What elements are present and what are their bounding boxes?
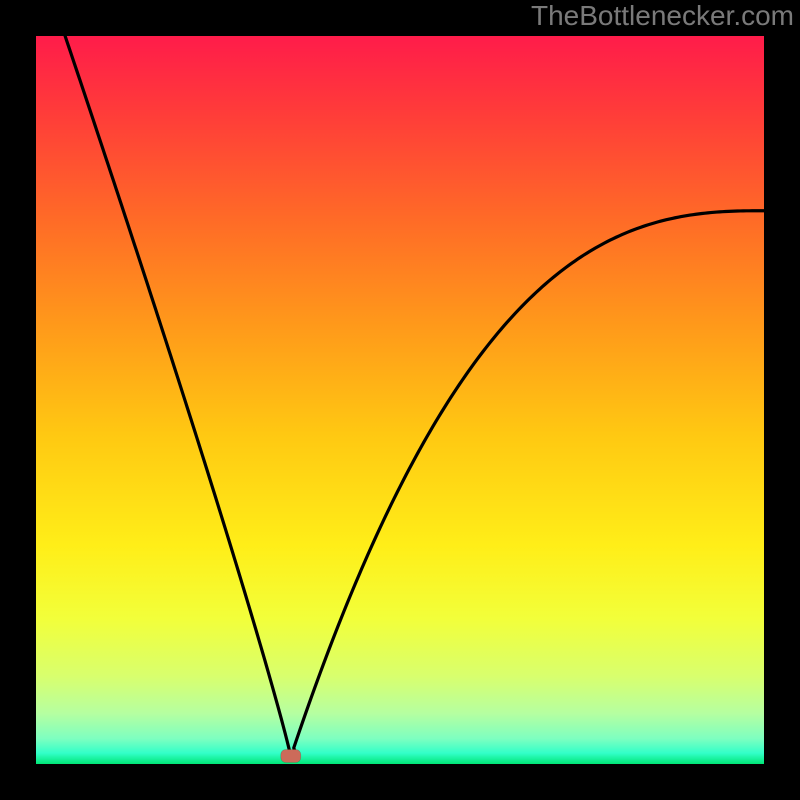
bottleneck-chart [0, 0, 800, 800]
plot-background [36, 36, 764, 764]
chart-container: TheBottlenecker.com [0, 0, 800, 800]
optimal-point-marker [281, 749, 301, 762]
